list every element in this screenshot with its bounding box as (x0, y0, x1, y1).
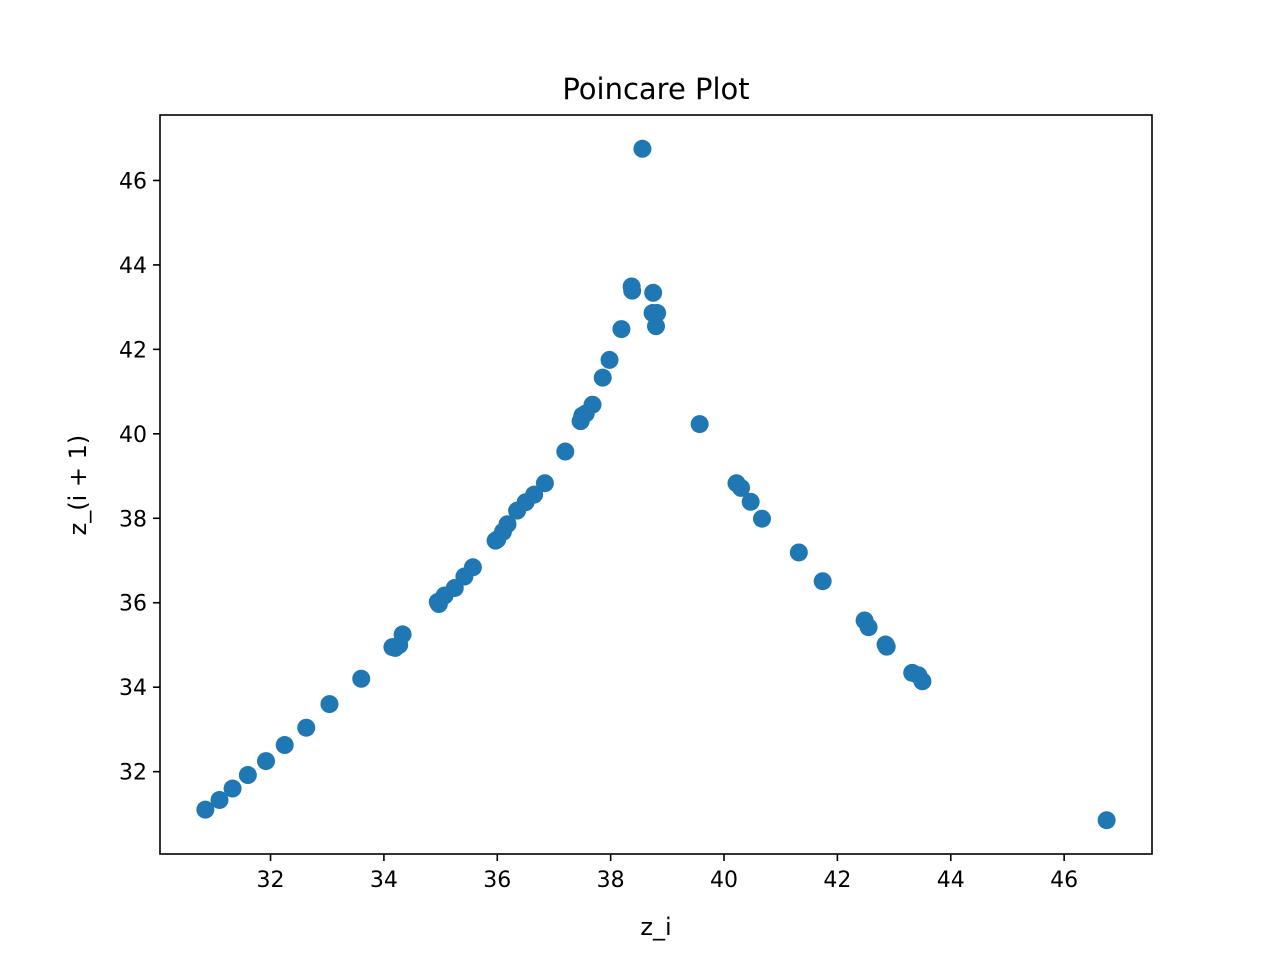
y-tick-label: 40 (119, 423, 147, 448)
x-axis-label: z_i (640, 913, 671, 941)
x-tick-label: 38 (597, 868, 625, 893)
data-point (393, 625, 412, 644)
data-point (525, 485, 544, 504)
data-point (297, 718, 316, 737)
data-point (813, 572, 832, 591)
data-point (789, 543, 808, 562)
y-tick-label: 32 (119, 761, 147, 786)
data-point (612, 320, 631, 339)
y-tick-label: 44 (119, 254, 147, 279)
x-tick-label: 32 (257, 868, 285, 893)
data-point (583, 395, 602, 414)
data-point (859, 618, 878, 637)
data-point (238, 766, 257, 785)
data-point (352, 669, 371, 688)
x-tick-label: 42 (823, 868, 851, 893)
data-point (647, 317, 665, 336)
data-point (275, 736, 294, 755)
data-point (877, 637, 896, 656)
data-point (913, 672, 932, 691)
data-point (196, 800, 215, 819)
data-point (690, 415, 709, 434)
x-tick-label: 40 (710, 868, 738, 893)
data-point (463, 558, 482, 577)
data-point (498, 515, 517, 534)
axes: 32 34 36 38 40 42 44 46 32 34 36 38 40 42 44 46 (119, 114, 1153, 893)
y-tick-label: 38 (119, 507, 147, 532)
data-point (593, 368, 612, 387)
plot-frame (159, 114, 1153, 855)
x-tick-label: 46 (1050, 868, 1078, 893)
x-tick-label: 34 (370, 868, 398, 893)
data-point (320, 695, 339, 714)
data-point (210, 790, 229, 809)
data-point (223, 779, 242, 798)
data-point (732, 478, 751, 497)
data-point (648, 304, 667, 323)
plot-area (196, 139, 1116, 830)
data-point (623, 281, 642, 300)
x-tick-label: 44 (937, 868, 965, 893)
y-tick-label: 42 (119, 338, 147, 363)
y-tick-label: 34 (119, 676, 147, 701)
data-point (556, 442, 575, 461)
data-point (633, 139, 652, 158)
chart-title: Poincare Plot (562, 72, 749, 106)
y-tick-label: 36 (119, 592, 147, 617)
data-point (535, 474, 554, 493)
data-point (600, 350, 619, 369)
data-point (753, 509, 771, 528)
y-axis-label: z_(i + 1) (64, 435, 92, 536)
x-tick-label: 36 (483, 868, 511, 893)
data-point (1097, 811, 1116, 830)
data-point (741, 492, 760, 511)
data-point (257, 752, 275, 771)
y-tick-label: 46 (119, 169, 147, 194)
data-point (644, 283, 663, 302)
